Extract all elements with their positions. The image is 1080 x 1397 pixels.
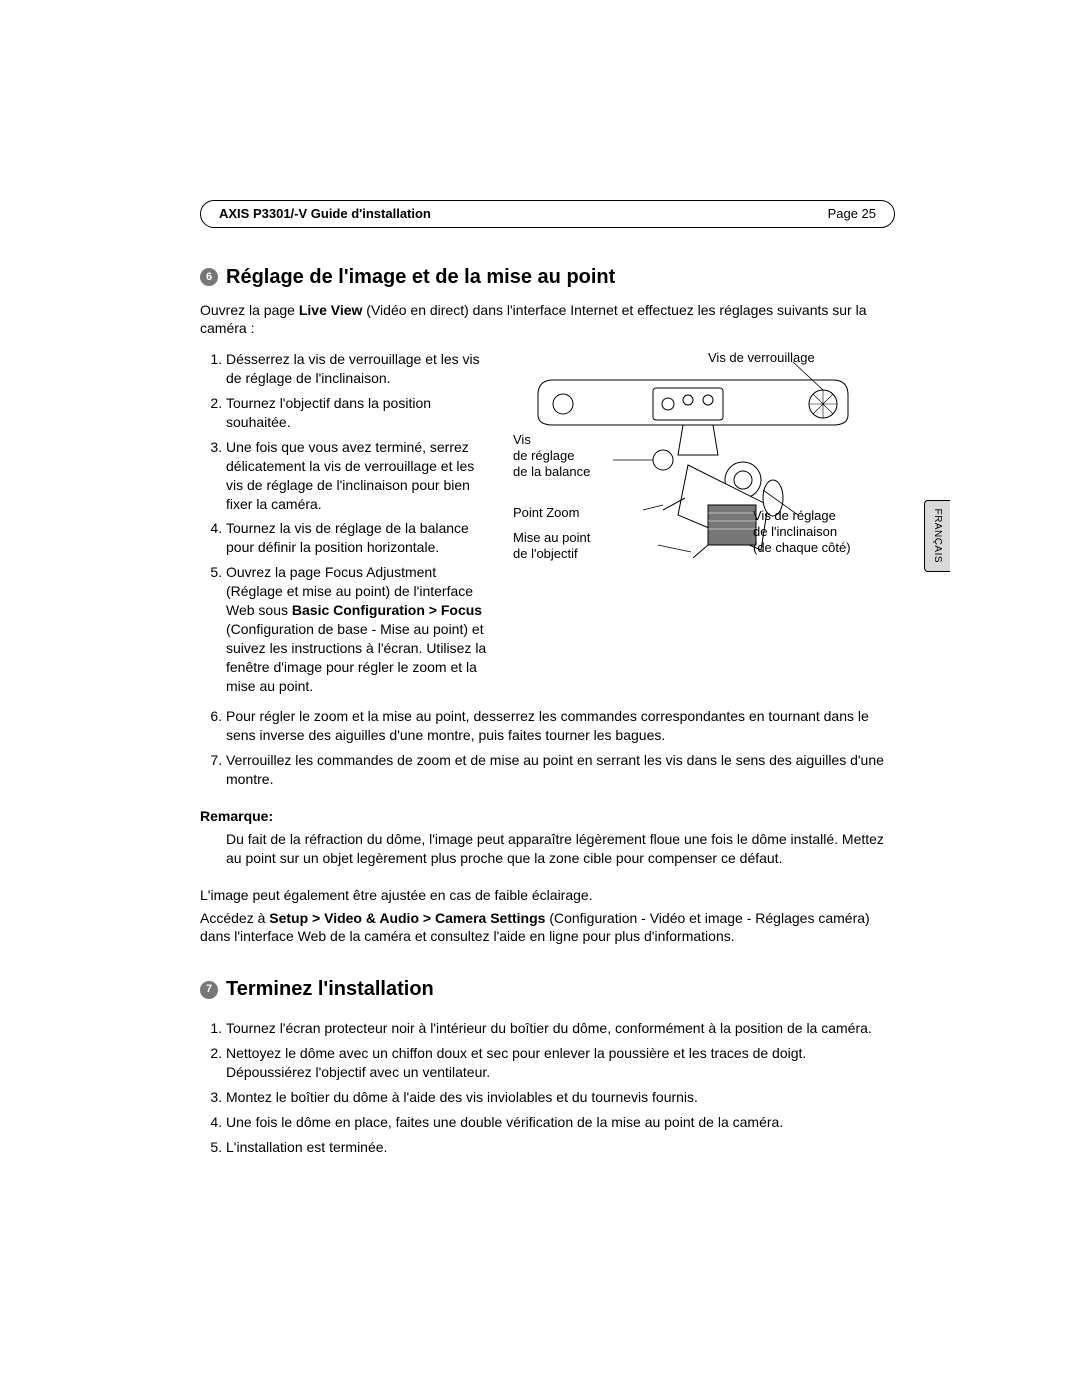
doc-title: AXIS P3301/-V Guide d'installation (219, 205, 431, 223)
label-focus: Mise au point de l'objectif (513, 530, 590, 561)
label-tilt-screw: Vis de réglage de l'inclinaison (de chaq… (753, 508, 851, 555)
label-balance-screw: Vis de réglage de la balance (513, 432, 590, 479)
language-tab-label: FRANÇAIS (931, 509, 945, 564)
list-item: Verrouillez les commandes de zoom et de … (226, 751, 895, 789)
para-setup-path: Accédez à Setup > Video & Audio > Camera… (200, 909, 895, 947)
note-label: Remarque: (200, 807, 895, 826)
section-7-heading: 7 Terminez l'installation (200, 976, 895, 1003)
list-item: L'installation est terminée. (226, 1138, 895, 1157)
list-item: Montez le boîtier du dôme à l'aide des v… (226, 1088, 895, 1107)
language-tab: FRANÇAIS (924, 500, 950, 572)
figure-column: Vis de verrouillage Vis de réglage de la… (513, 350, 895, 701)
list-item: Ouvrez la page Focus Adjustment (Réglage… (226, 563, 495, 695)
section-7-list: Tournez l'écran protecteur noir à l'inté… (200, 1019, 895, 1156)
list-item: Nettoyez le dôme avec un chiffon doux et… (226, 1044, 895, 1082)
list-item: Désserrez la vis de verrouillage et les … (226, 350, 495, 388)
step-badge-7: 7 (200, 981, 218, 999)
section-6-title: Réglage de l'image et de la mise au poin… (226, 264, 615, 291)
section-6-list-part2: Pour régler le zoom et la mise au point,… (200, 707, 895, 789)
list-item: Tournez l'objectif dans la position souh… (226, 394, 495, 432)
note-block: Remarque: Du fait de la réfraction du dô… (200, 807, 895, 868)
list-item: Tournez l'écran protecteur noir à l'inté… (226, 1019, 895, 1038)
section-7-title: Terminez l'installation (226, 976, 434, 1003)
list-item: Tournez la vis de réglage de la balance … (226, 519, 495, 557)
section-6-intro: Ouvrez la page Live View (Vidéo en direc… (200, 301, 895, 339)
note-body: Du fait de la réfraction du dôme, l'imag… (200, 830, 895, 868)
list-item: Une fois le dôme en place, faites une do… (226, 1113, 895, 1132)
section-6-list-part1: Désserrez la vis de verrouillage et les … (200, 350, 495, 695)
list-item: Une fois que vous avez terminé, serrez d… (226, 438, 495, 514)
step-badge-6: 6 (200, 268, 218, 286)
content-row: Désserrez la vis de verrouillage et les … (200, 350, 895, 701)
label-point-zoom: Point Zoom (513, 505, 579, 521)
para-low-light: L'image peut également être ajustée en c… (200, 886, 895, 905)
page-header: AXIS P3301/-V Guide d'installation Page … (200, 200, 895, 228)
section-6-heading: 6 Réglage de l'image et de la mise au po… (200, 264, 895, 291)
label-lock-screw: Vis de verrouillage (708, 350, 815, 366)
page-number: Page 25 (828, 205, 876, 223)
steps-column: Désserrez la vis de verrouillage et les … (200, 350, 495, 701)
list-item: Pour régler le zoom et la mise au point,… (226, 707, 895, 745)
